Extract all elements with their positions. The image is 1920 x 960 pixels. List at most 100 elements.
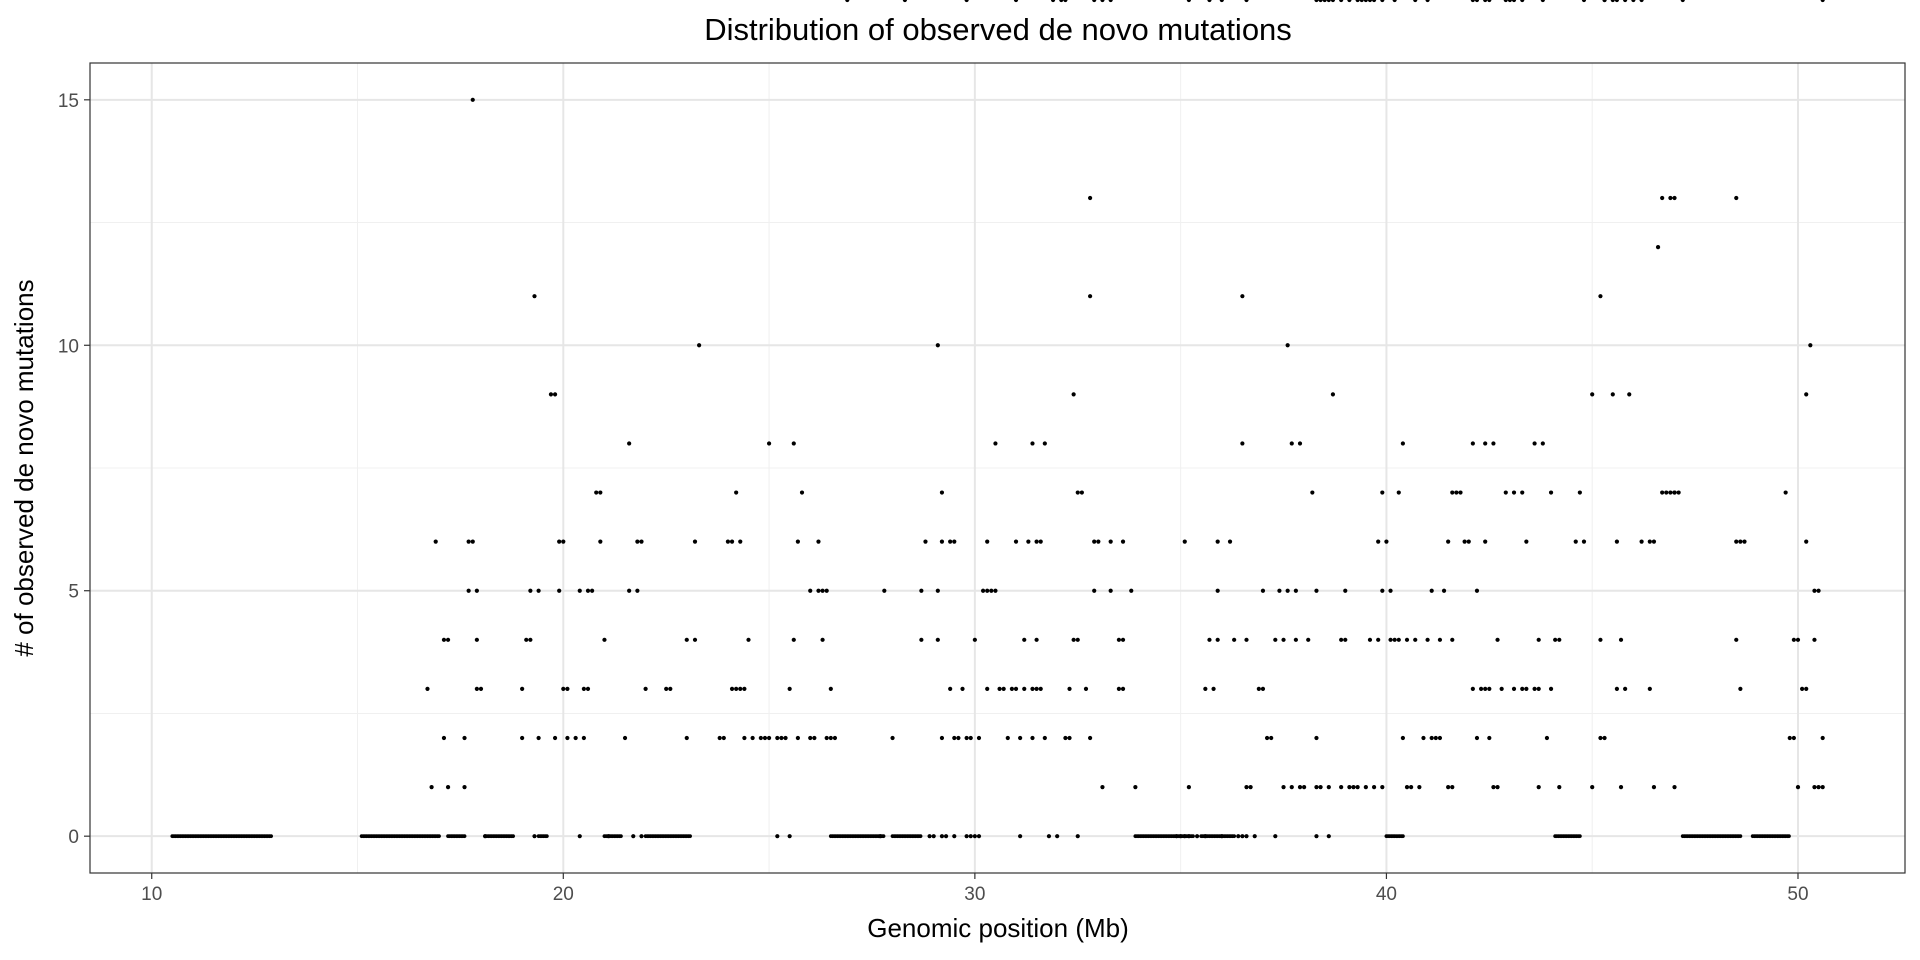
data-point <box>1664 490 1669 495</box>
data-point <box>1557 637 1562 642</box>
data-point <box>1034 686 1039 692</box>
data-point <box>1314 735 1319 741</box>
data-point <box>1520 686 1525 692</box>
data-point <box>1573 539 1578 544</box>
data-point <box>1454 490 1459 495</box>
data-point <box>639 834 644 839</box>
data-point <box>1396 637 1401 642</box>
data-point <box>1672 195 1677 201</box>
data-point <box>528 588 533 593</box>
data-point <box>1791 735 1796 741</box>
data-point <box>1075 490 1080 495</box>
data-point <box>1404 784 1410 790</box>
data-point <box>1783 490 1788 495</box>
data-point <box>1808 343 1813 348</box>
data-point <box>1347 0 1352 3</box>
data-point <box>1075 834 1080 839</box>
data-point <box>1355 0 1360 3</box>
data-point <box>795 539 800 544</box>
data-point <box>565 735 570 741</box>
data-point <box>968 834 973 839</box>
data-point <box>536 735 541 741</box>
data-point <box>1116 686 1122 692</box>
data-point <box>528 637 533 642</box>
data-point <box>1203 686 1208 692</box>
data-point <box>631 834 636 839</box>
data-point <box>1676 490 1681 495</box>
data-point <box>524 637 529 642</box>
data-point <box>746 637 751 642</box>
data-point <box>1820 784 1825 790</box>
data-point <box>1804 392 1809 397</box>
data-point <box>441 735 447 741</box>
data-point <box>1005 735 1010 741</box>
data-point <box>1680 0 1685 3</box>
data-point <box>466 539 471 544</box>
data-point <box>1388 637 1393 642</box>
data-point <box>1285 343 1290 348</box>
data-point <box>808 588 813 593</box>
data-point <box>1203 834 1208 839</box>
data-point <box>1614 539 1620 544</box>
data-point <box>935 637 940 642</box>
data-point <box>1520 490 1525 495</box>
data-point <box>598 539 603 544</box>
data-point <box>1487 735 1492 741</box>
data-point <box>1627 392 1632 397</box>
data-point <box>812 735 817 741</box>
data-point <box>1812 637 1817 642</box>
data-point <box>972 637 977 642</box>
data-point <box>742 686 747 692</box>
data-point <box>1260 686 1266 692</box>
data-point <box>1013 0 1019 3</box>
data-point <box>1520 0 1525 3</box>
data-point <box>1293 637 1298 642</box>
data-point <box>1590 392 1595 397</box>
y-tick-label: 15 <box>58 91 79 112</box>
data-point <box>791 441 796 446</box>
data-point <box>935 588 940 593</box>
data-point <box>1108 539 1113 544</box>
data-point <box>635 539 640 544</box>
data-point <box>985 588 990 593</box>
data-point <box>1195 834 1200 839</box>
data-point <box>692 637 698 642</box>
data-point <box>1339 0 1344 3</box>
data-point <box>1285 588 1290 593</box>
data-point <box>1314 784 1319 790</box>
data-point <box>795 735 800 741</box>
data-point <box>791 637 796 642</box>
data-point <box>1347 784 1352 790</box>
data-point <box>1602 735 1607 741</box>
data-point <box>816 539 821 544</box>
data-point <box>1487 0 1492 3</box>
data-point <box>590 588 595 593</box>
data-point <box>1108 0 1113 3</box>
data-point <box>729 539 735 544</box>
data-point <box>544 834 549 839</box>
data-point <box>1186 784 1191 790</box>
data-point <box>997 686 1002 692</box>
data-point <box>1470 686 1475 692</box>
data-point <box>1437 637 1443 642</box>
data-point <box>734 490 739 495</box>
data-point <box>939 539 945 544</box>
data-point <box>1297 441 1303 446</box>
data-point <box>1400 441 1405 446</box>
data-point <box>993 588 998 593</box>
data-point <box>993 441 998 446</box>
data-point <box>1207 637 1212 642</box>
data-point <box>1639 0 1644 3</box>
data-point <box>881 834 886 839</box>
data-point <box>1548 490 1554 495</box>
data-point <box>688 834 692 839</box>
data-point <box>1400 735 1405 741</box>
data-point <box>1367 637 1373 642</box>
data-point <box>1129 588 1134 593</box>
data-point <box>1273 637 1278 642</box>
data-point <box>1800 686 1805 692</box>
data-point <box>939 834 945 839</box>
data-point <box>902 0 907 3</box>
data-point <box>1339 637 1344 642</box>
data-point <box>557 539 562 544</box>
